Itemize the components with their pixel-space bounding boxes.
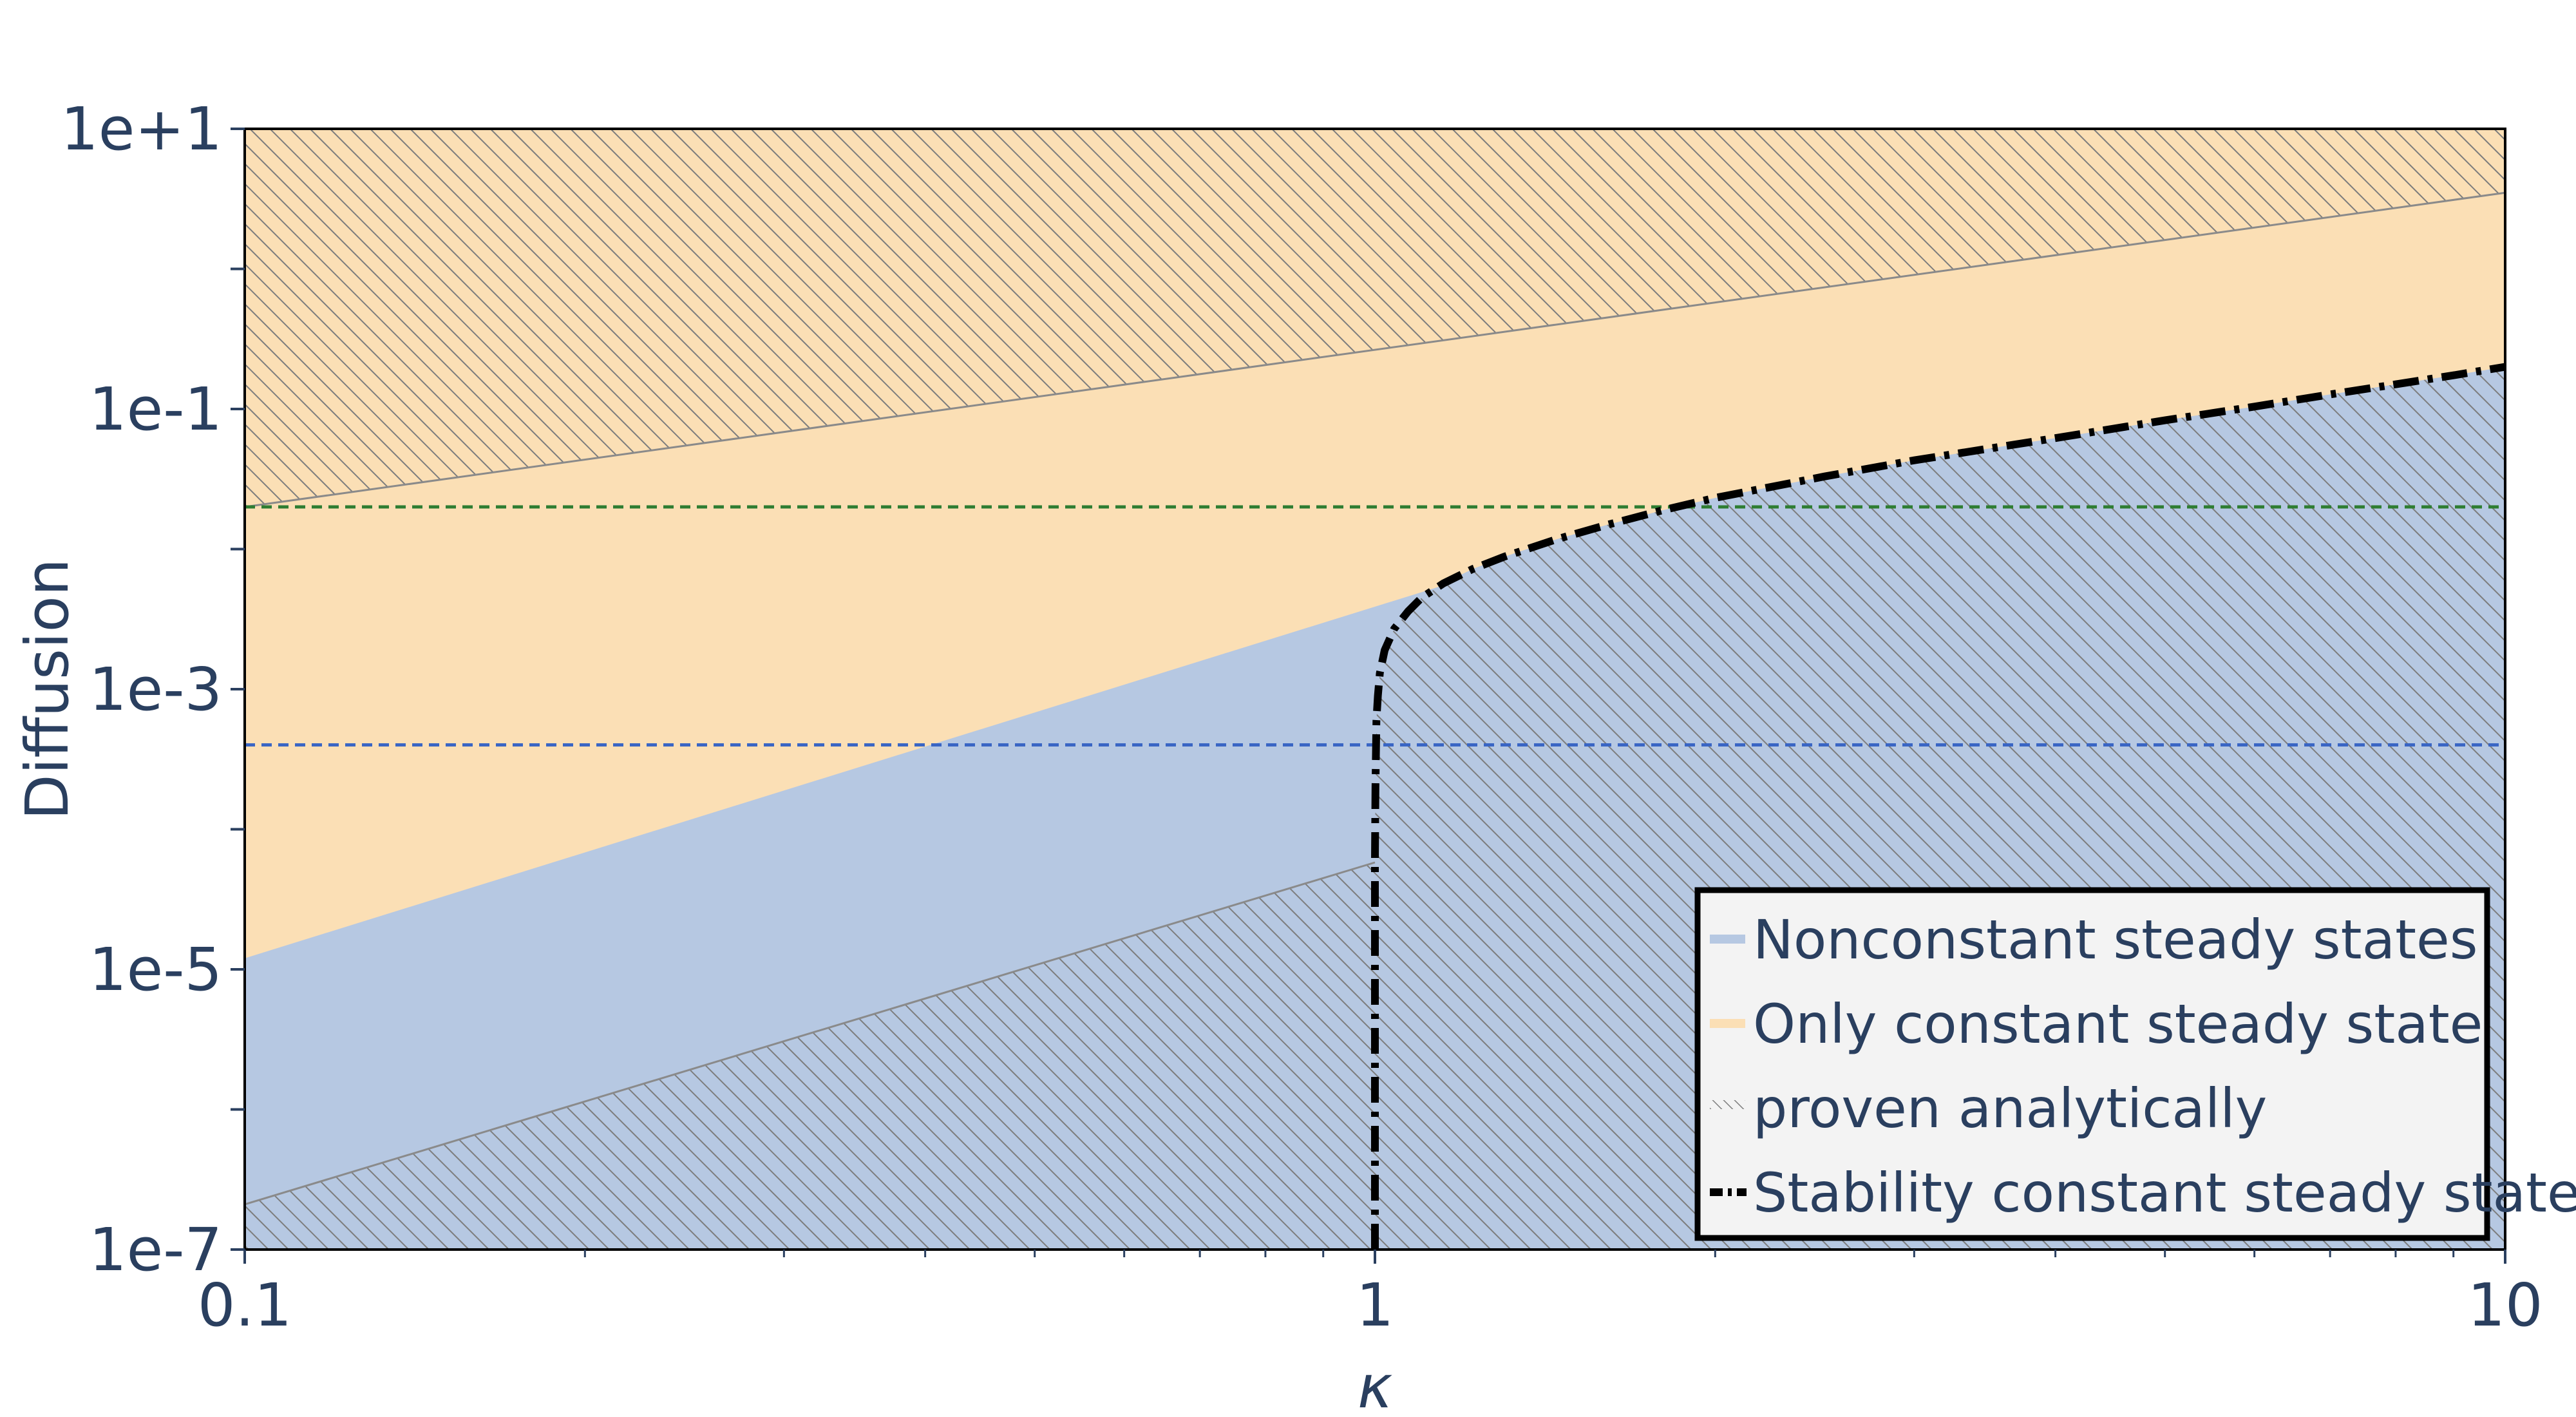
hatch-lower-boundary: [245, 861, 1376, 1206]
x-axis-title: κ: [1358, 1353, 1392, 1417]
x-axis: 0.1 1 10: [198, 1250, 2543, 1340]
y-tick-label: 1e+1: [61, 95, 222, 164]
y-tick-label: 1e-7: [89, 1215, 222, 1284]
hatch-upper-boundary: [245, 191, 2505, 508]
stability-constant-steady-state-line: [1371, 363, 2505, 1250]
x-tick-label: 0.1: [198, 1271, 292, 1340]
y-tick-label: 1e-3: [89, 655, 222, 724]
legend-box: [1694, 887, 2490, 1241]
y-tick-label: 1e-1: [89, 375, 222, 444]
y-axis: 1e-7 1e-5 1e-3 1e-1 1e+1: [61, 95, 245, 1284]
y-tick-label: 1e-5: [89, 935, 222, 1004]
y-axis-title: Diffusion: [13, 558, 82, 820]
legend-label-constant: Only constant steady state: [1753, 993, 2483, 1056]
x-tick-label: 10: [2467, 1271, 2543, 1340]
legend-label-hatch: proven analytically: [1753, 1077, 2267, 1140]
legend-label-stability: Stability constant steady state: [1753, 1161, 2576, 1224]
hatch-lower-region: [245, 862, 1375, 1250]
legend: Nonconstant steady states Only constant …: [1694, 887, 2576, 1241]
legend-label-nonconstant: Nonconstant steady states: [1753, 908, 2477, 971]
legend-marker-hatch: [1710, 1100, 1745, 1109]
x-tick-label: 1: [1356, 1271, 1394, 1340]
hatch-upper-region: [245, 129, 2505, 507]
